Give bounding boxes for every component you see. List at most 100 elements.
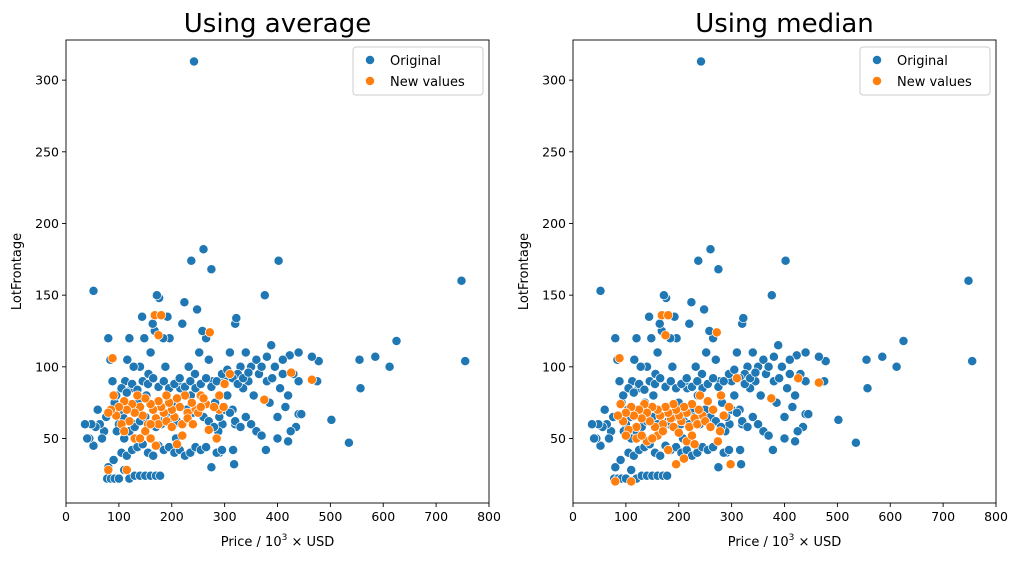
legend: Original New values bbox=[859, 46, 991, 96]
data-point bbox=[779, 433, 790, 444]
data-point bbox=[370, 351, 381, 362]
data-point bbox=[174, 373, 185, 384]
legend-box bbox=[352, 46, 484, 96]
data-point bbox=[767, 445, 778, 455]
data-point bbox=[742, 422, 753, 432]
data-point bbox=[150, 440, 161, 451]
data-point bbox=[604, 433, 614, 444]
data-point bbox=[107, 376, 118, 387]
data-point bbox=[256, 430, 267, 441]
data-point bbox=[391, 336, 402, 346]
data-point bbox=[286, 367, 297, 378]
data-point bbox=[343, 437, 354, 448]
x-axis-label-tail: × USD bbox=[287, 535, 334, 550]
data-point bbox=[615, 399, 626, 410]
data-point bbox=[735, 445, 746, 455]
data-point bbox=[614, 353, 625, 364]
data-point bbox=[662, 470, 673, 481]
data-point bbox=[773, 340, 784, 351]
data-point bbox=[267, 373, 278, 384]
data-point bbox=[201, 373, 212, 384]
data-point bbox=[140, 426, 151, 437]
data-point bbox=[792, 426, 803, 437]
data-point bbox=[128, 361, 139, 372]
data-point bbox=[293, 347, 304, 358]
data-point bbox=[833, 414, 844, 425]
data-point bbox=[725, 459, 736, 470]
x-tick-label: 500 bbox=[825, 509, 849, 524]
data-point bbox=[790, 436, 801, 447]
data-point bbox=[967, 356, 978, 367]
x-tick-label: 300 bbox=[720, 509, 744, 524]
data-point bbox=[679, 453, 689, 464]
data-point bbox=[610, 476, 621, 487]
data-point bbox=[850, 437, 861, 448]
data-point bbox=[166, 422, 177, 432]
x-axis-label: Price / 103 × USD bbox=[728, 533, 842, 550]
legend-label: Original bbox=[897, 54, 948, 69]
data-point bbox=[306, 351, 317, 362]
data-point bbox=[696, 56, 706, 67]
data-point bbox=[177, 430, 188, 441]
data-point bbox=[763, 430, 774, 441]
data-point bbox=[779, 412, 790, 422]
data-point bbox=[172, 393, 182, 404]
data-points bbox=[587, 56, 978, 487]
data-point bbox=[224, 369, 235, 379]
data-point bbox=[277, 354, 288, 365]
data-point bbox=[813, 377, 824, 388]
data-point bbox=[647, 433, 658, 444]
data-point bbox=[784, 354, 795, 365]
data-point bbox=[354, 354, 365, 365]
data-point bbox=[103, 407, 114, 418]
data-point bbox=[708, 404, 719, 415]
data-point bbox=[306, 374, 317, 385]
data-point bbox=[82, 433, 93, 444]
data-point bbox=[139, 333, 150, 344]
x-tick-label: 100 bbox=[614, 509, 638, 524]
data-point bbox=[189, 56, 199, 67]
data-point bbox=[697, 369, 707, 379]
data-point bbox=[701, 347, 712, 358]
data-point bbox=[355, 383, 366, 394]
data-point bbox=[235, 422, 246, 432]
data-point bbox=[711, 327, 722, 338]
data-point bbox=[219, 379, 230, 389]
data-point bbox=[243, 367, 254, 378]
x-tick-label: 800 bbox=[477, 509, 501, 524]
data-point bbox=[177, 318, 188, 329]
data-point bbox=[192, 304, 203, 315]
data-point bbox=[172, 439, 182, 450]
scatter-panel-average: Using average 0 100 200 300 400 500 600 700 800 50… bbox=[10, 9, 501, 550]
data-point bbox=[665, 376, 676, 387]
data-point bbox=[145, 347, 156, 358]
x-tick-label: 200 bbox=[667, 509, 691, 524]
data-point bbox=[137, 311, 148, 322]
data-point bbox=[187, 419, 198, 430]
data-point bbox=[750, 367, 761, 378]
legend-marker bbox=[365, 55, 375, 65]
data-point bbox=[246, 419, 257, 430]
data-point bbox=[663, 445, 674, 455]
x-tick-label: 800 bbox=[984, 509, 1008, 524]
data-point bbox=[655, 373, 666, 384]
data-point bbox=[610, 333, 621, 344]
x-tick-label: 0 bbox=[62, 509, 70, 524]
data-point bbox=[186, 255, 197, 266]
data-point bbox=[713, 462, 724, 473]
data-point bbox=[614, 376, 625, 387]
data-point bbox=[636, 430, 647, 441]
y-axis-label: LotFrontage bbox=[10, 233, 25, 310]
x-tick-label: 400 bbox=[266, 509, 290, 524]
legend-marker bbox=[872, 55, 882, 65]
data-point bbox=[283, 390, 294, 401]
data-point bbox=[145, 433, 156, 444]
y-axis-label: LotFrontage bbox=[517, 233, 532, 310]
data-point bbox=[185, 376, 196, 387]
data-point bbox=[694, 390, 705, 401]
data-point bbox=[660, 330, 671, 341]
x-tick-label: 400 bbox=[773, 509, 797, 524]
data-point bbox=[768, 351, 779, 362]
data-point bbox=[684, 318, 695, 329]
data-point bbox=[384, 361, 395, 372]
